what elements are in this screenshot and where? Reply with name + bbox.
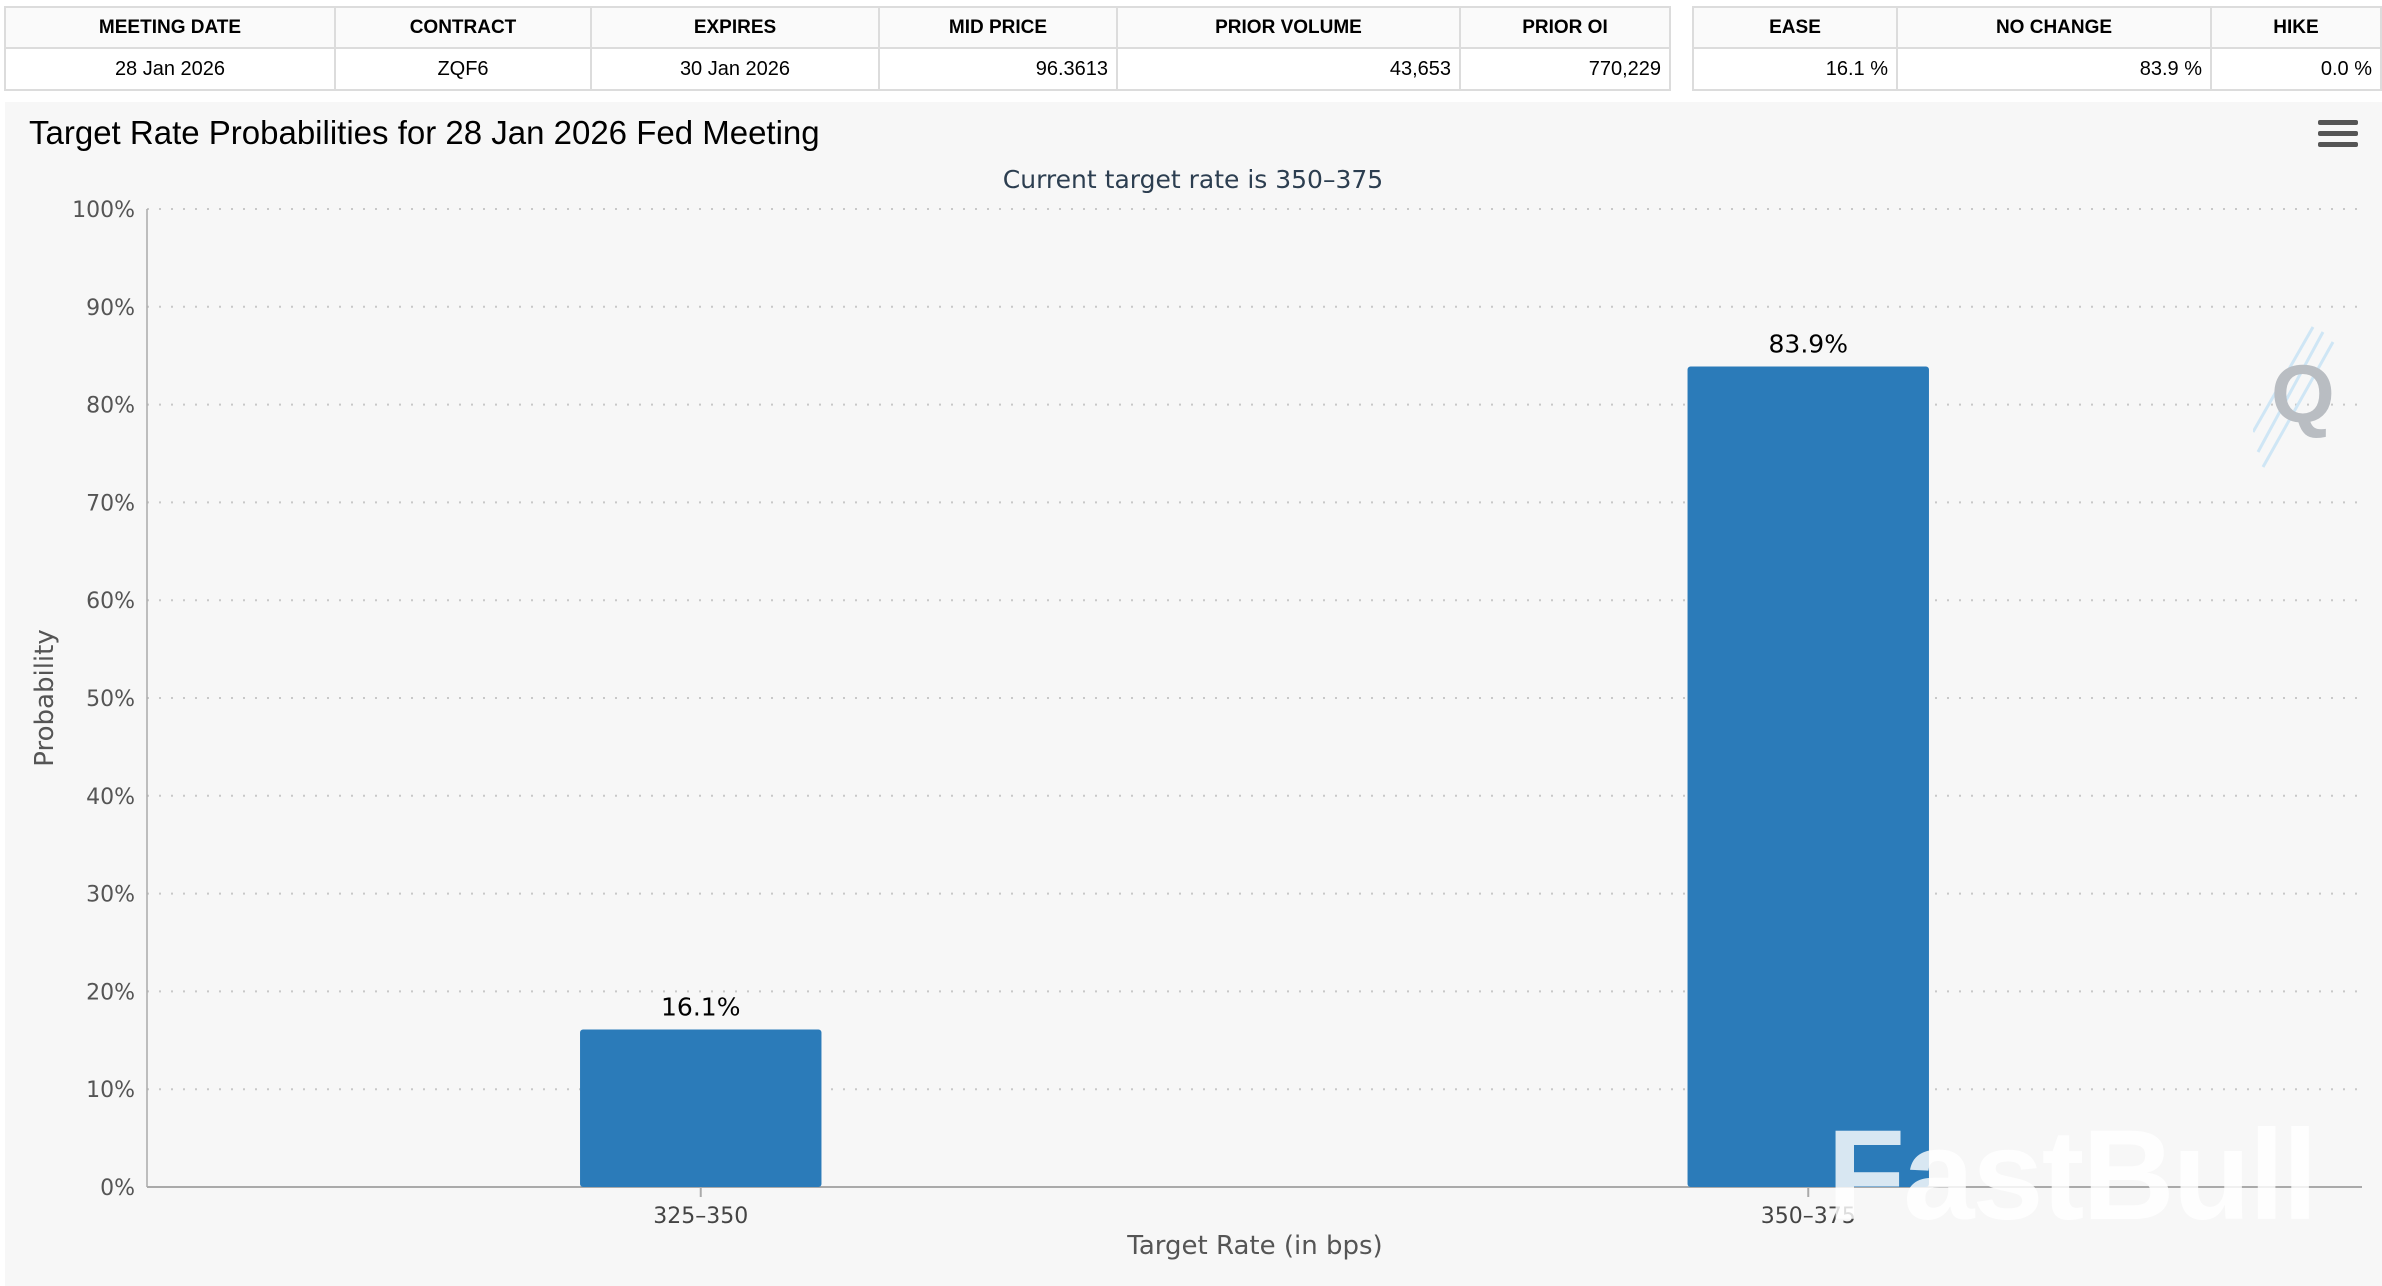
y-tick-label: 80% [86, 394, 135, 419]
cell-meeting-date: 28 Jan 2026 [4, 47, 336, 91]
header-no-change[interactable]: NO CHANGE [1896, 6, 2212, 49]
header-mid-price[interactable]: MID PRICE [878, 6, 1118, 49]
meeting-info-row: 28 Jan 2026 ZQF6 30 Jan 2026 96.3613 43,… [4, 47, 1671, 91]
cell-mid-price: 96.3613 [878, 47, 1118, 91]
probability-header-row: EASE NO CHANGE HIKE [1692, 6, 2382, 49]
y-tick-label: 100% [72, 198, 135, 223]
probability-row: 16.1 % 83.9 % 0.0 % [1692, 47, 2382, 91]
header-meeting-date[interactable]: MEETING DATE [4, 6, 336, 49]
data-label: 16.1% [661, 993, 740, 1022]
bar-chart: 0% 10% 20% 30% 40% 50% 60% 70% 80% 90% 100% 16.1% 32… [30, 165, 2362, 1261]
header-prior-volume[interactable]: PRIOR VOLUME [1116, 6, 1461, 49]
y-tick-label: 60% [86, 589, 135, 614]
cell-prior-volume: 43,653 [1116, 47, 1461, 91]
hamburger-menu-icon[interactable] [2318, 120, 2358, 154]
chart-subtitle: Current target rate is 350–375 [1003, 165, 1383, 194]
bar-325–350 [580, 1029, 822, 1187]
y-tick-label: 20% [86, 980, 135, 1005]
header-expires[interactable]: EXPIRES [590, 6, 880, 49]
cell-ease: 16.1 % [1692, 47, 1898, 91]
y-tick-label: 40% [86, 785, 135, 810]
cell-hike: 0.0 % [2210, 47, 2382, 91]
y-tick-label: 90% [86, 296, 135, 321]
data-label: 83.9% [1769, 329, 1848, 358]
y-tick-label: 10% [86, 1078, 135, 1103]
fastbull-watermark: FastBull [1827, 1104, 2318, 1247]
header-contract[interactable]: CONTRACT [334, 6, 592, 49]
x-axis-title: Target Rate (in bps) [1126, 1231, 1382, 1261]
y-tick-label: 50% [86, 687, 135, 712]
header-ease[interactable]: EASE [1692, 6, 1898, 49]
y-tick-label: 30% [86, 883, 135, 908]
cell-prior-oi: 770,229 [1459, 47, 1671, 91]
q-logo-text: Q [2271, 349, 2335, 440]
meeting-info-header-row: MEETING DATE CONTRACT EXPIRES MID PRICE … [4, 6, 1671, 49]
chart-title: Target Rate Probabilities for 28 Jan 202… [29, 114, 820, 151]
y-axis-title: Probability [30, 629, 60, 766]
y-tick-label: 70% [86, 491, 135, 516]
q-logo-icon: Q [2253, 326, 2335, 468]
cell-expires: 30 Jan 2026 [590, 47, 880, 91]
cell-no-change: 83.9 % [1896, 47, 2212, 91]
bar-350–375 [1687, 366, 1929, 1187]
x-tick-label: 325–350 [653, 1204, 748, 1229]
meeting-info-table: MEETING DATE CONTRACT EXPIRES MID PRICE … [4, 6, 1671, 91]
cell-contract: ZQF6 [334, 47, 592, 91]
chart-panel: 0% 10% 20% 30% 40% 50% 60% 70% 80% 90% 100% 16.1% 32… [5, 102, 2382, 1286]
x-tick-label: 350–375 [1761, 1204, 1856, 1229]
probability-table: EASE NO CHANGE HIKE 16.1 % 83.9 % 0.0 % [1692, 6, 2382, 91]
y-tick-label: 0% [100, 1176, 135, 1201]
header-hike[interactable]: HIKE [2210, 6, 2382, 49]
header-prior-oi[interactable]: PRIOR OI [1459, 6, 1671, 49]
